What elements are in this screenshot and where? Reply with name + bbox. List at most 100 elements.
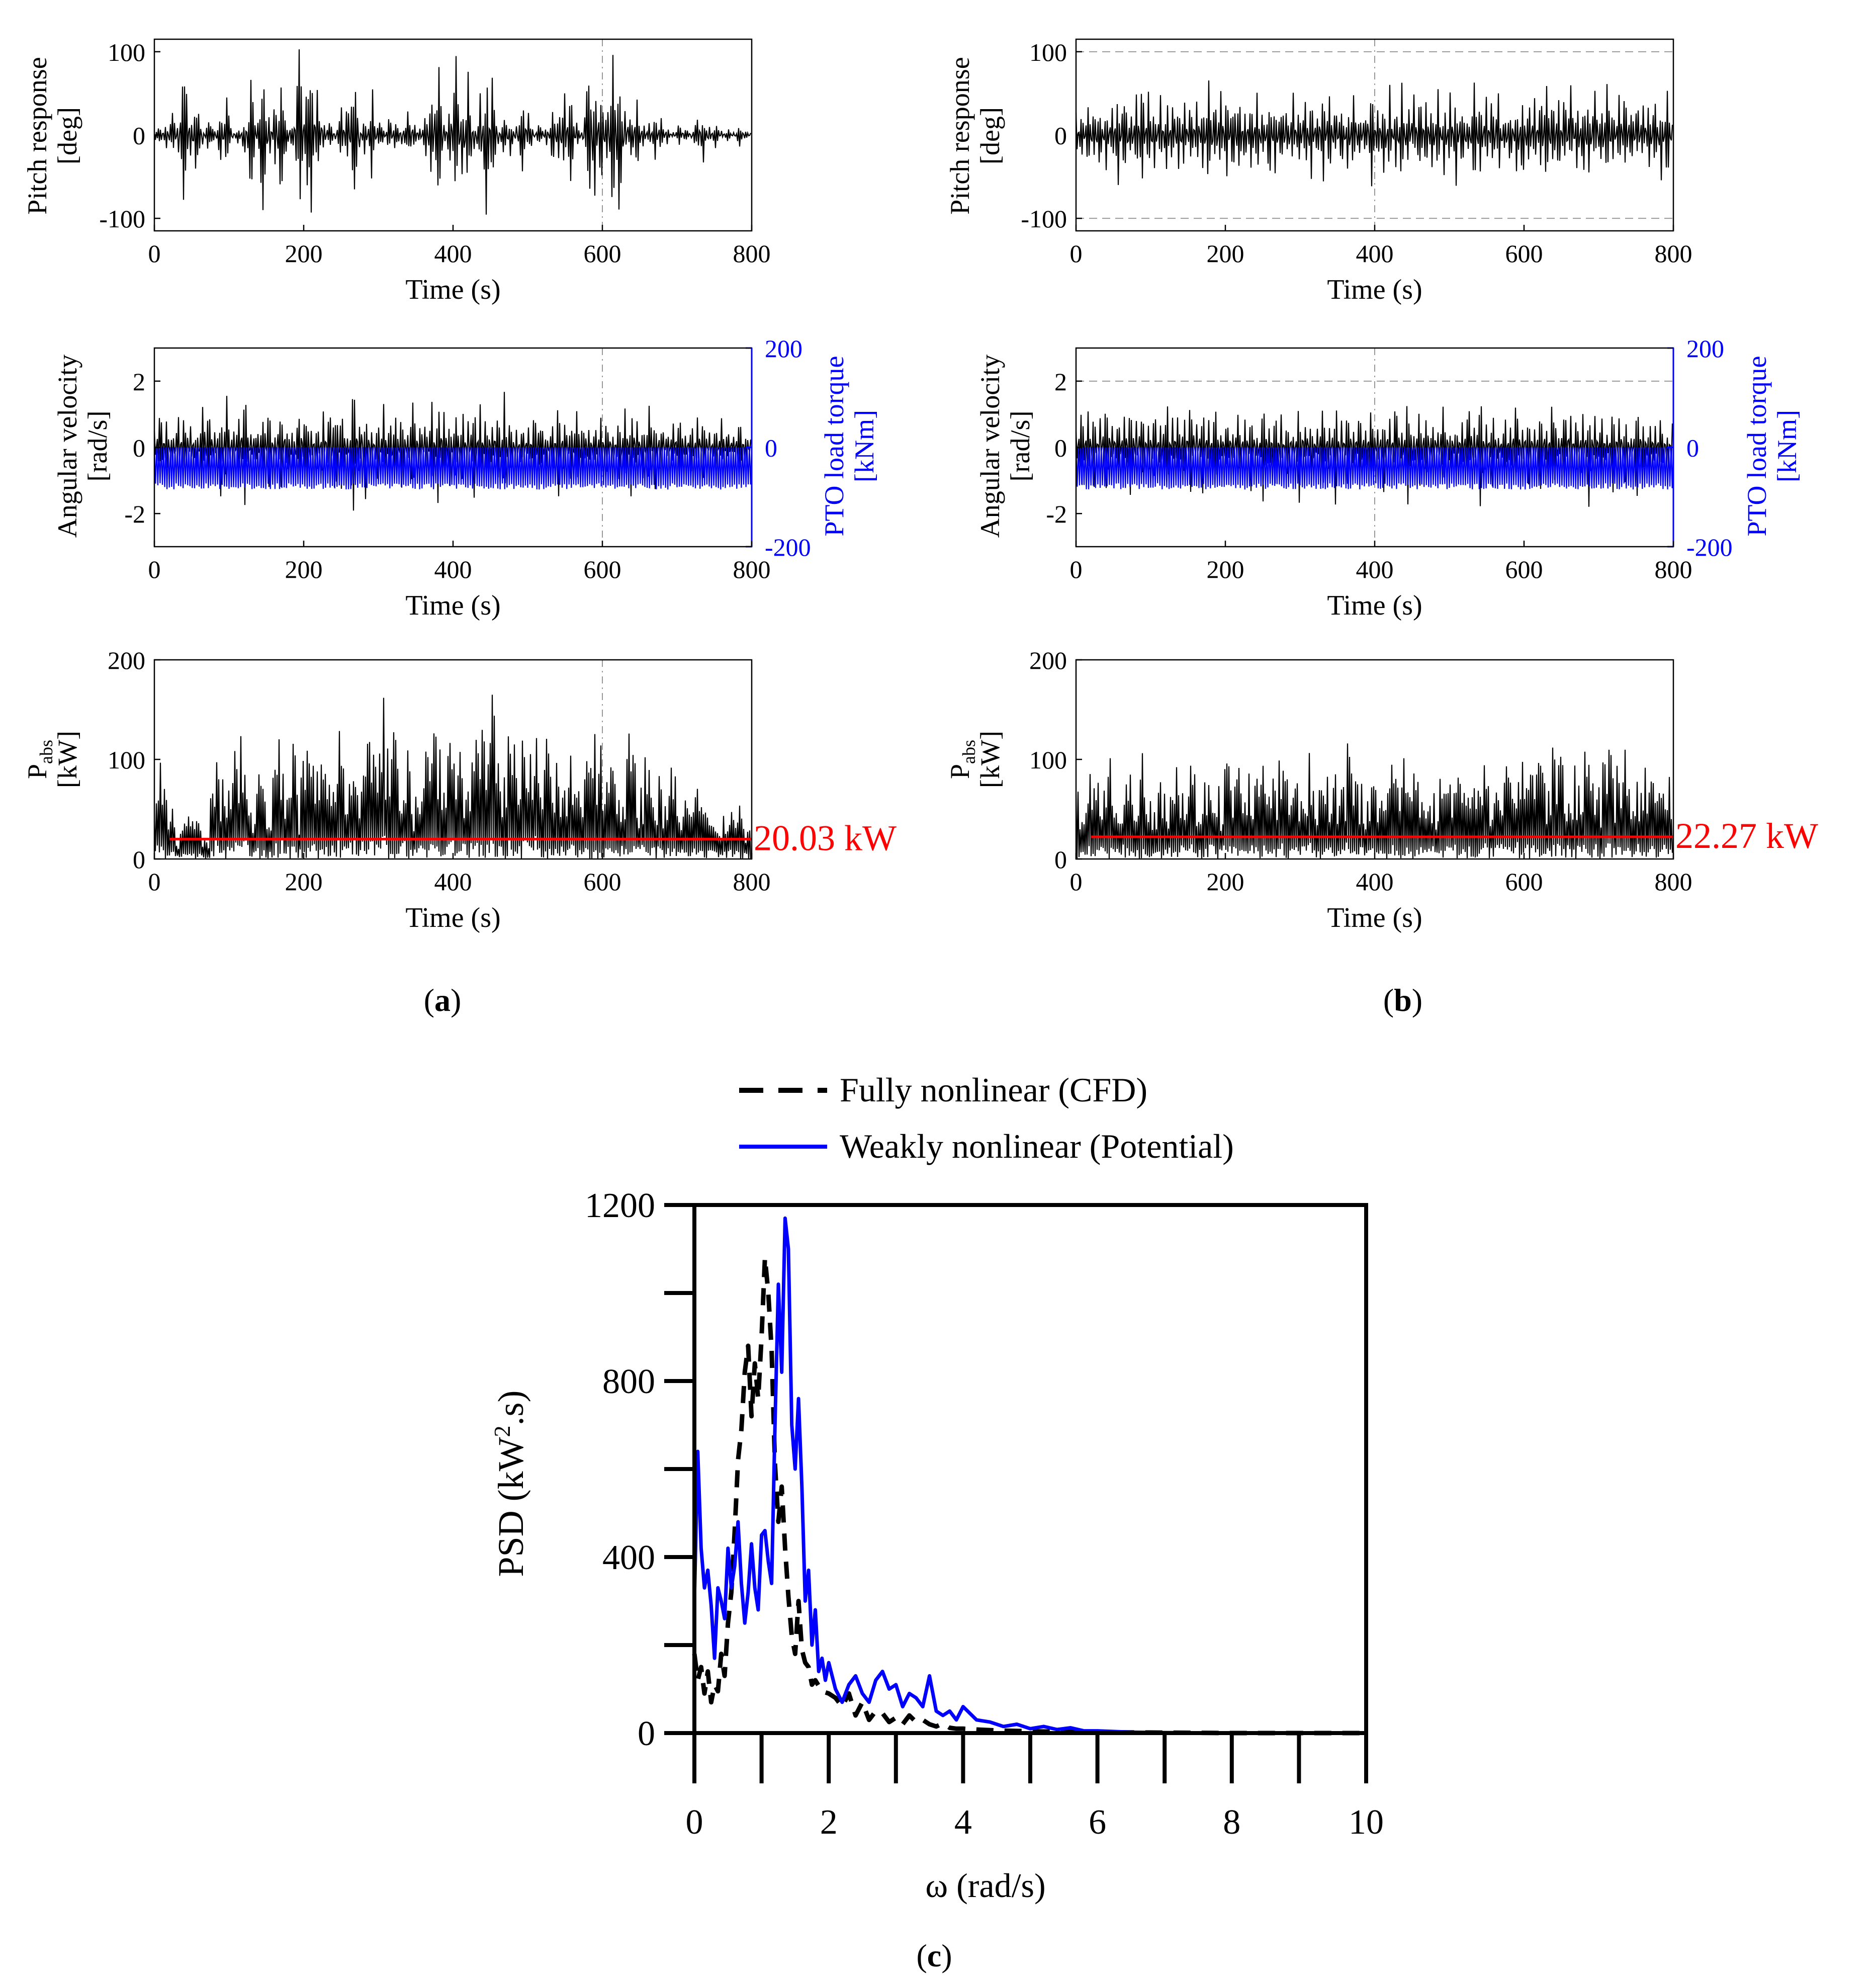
a2-ytick-label: -2 bbox=[124, 500, 145, 528]
b3-ytick-label: 100 bbox=[1029, 746, 1067, 774]
a3-ylabel-unit: [kW] bbox=[52, 731, 82, 788]
b3-average-label: 22.27 kW bbox=[1675, 816, 1818, 856]
c-ytick-label: 800 bbox=[602, 1362, 655, 1401]
a1-ytick-label: 0 bbox=[133, 122, 145, 150]
legend-label-potential: Weakly nonlinear (Potential) bbox=[840, 1127, 1234, 1165]
a2-torque-line bbox=[153, 447, 753, 490]
b1-xtick-label: 800 bbox=[1655, 239, 1692, 268]
a3-plot: 20.03 kW 0 200 400 600 800 Time (s) 0 100 200 bbox=[108, 646, 897, 933]
b3-ytick-label: 200 bbox=[1029, 646, 1067, 674]
panel-label-a: (a) bbox=[424, 982, 462, 1018]
a1-series-line bbox=[153, 49, 752, 215]
b2-xtick-label: 0 bbox=[1070, 555, 1083, 583]
b3-xtick-label: 0 bbox=[1070, 868, 1083, 896]
a1-ytick-label: 100 bbox=[108, 38, 145, 66]
a2-ylabel-right-line1: PTO load torque bbox=[819, 356, 849, 537]
a2-ylabel-line2: [rad/s] bbox=[82, 411, 113, 482]
b2-xtick-label: 400 bbox=[1356, 555, 1394, 583]
a3-ytick-label: 100 bbox=[108, 746, 145, 774]
a2-xtick-label: 0 bbox=[148, 555, 161, 583]
b3-ytick-label: 0 bbox=[1054, 845, 1067, 874]
a1-ylabel-line2: [deg] bbox=[52, 107, 82, 164]
a2-ylabel-line1: Angular velocity bbox=[52, 355, 82, 538]
a3-xtick-label: 200 bbox=[285, 868, 323, 896]
b2-ytick-label: 0 bbox=[1054, 434, 1067, 462]
b2-ylabel-line2: [rad/s] bbox=[1005, 411, 1035, 482]
a2-right-tick-label: 0 bbox=[765, 434, 777, 462]
b2-xtick-label: 600 bbox=[1505, 555, 1543, 583]
b3-xtick-label: 200 bbox=[1207, 868, 1244, 896]
c-xtick-label: 10 bbox=[1349, 1803, 1384, 1842]
b1-xlabel: Time (s) bbox=[1327, 274, 1422, 305]
b1-series-line bbox=[1075, 80, 1673, 187]
b3-xtick-label: 400 bbox=[1356, 868, 1394, 896]
a2-ytick-label: 2 bbox=[133, 368, 145, 396]
b2-right-tick-label: 200 bbox=[1686, 334, 1724, 363]
b2-ytick-label: 2 bbox=[1054, 368, 1067, 396]
b2-ylabel-right-line2: [kNm] bbox=[1772, 410, 1802, 482]
a2-xtick-label: 600 bbox=[584, 555, 621, 583]
c-plot: 0 2 4 6 8 10 0 400 800 1200 bbox=[585, 1186, 1384, 1842]
a2-right-tick-label: 200 bbox=[765, 334, 802, 363]
a3-average-label: 20.03 kW bbox=[754, 818, 897, 858]
c-xtick-label: 2 bbox=[820, 1803, 838, 1842]
a2-ylabel-right-line2: [kNm] bbox=[849, 410, 879, 482]
panel-label-b: (b) bbox=[1383, 982, 1422, 1018]
a3-ylabel: Pabs [kW] bbox=[22, 731, 82, 788]
b3-xtick-label: 800 bbox=[1655, 868, 1692, 896]
b1-xtick-label: 200 bbox=[1207, 239, 1244, 268]
b2-ylabel-line1: Angular velocity bbox=[975, 355, 1005, 538]
a3-xtick-label: 600 bbox=[584, 868, 621, 896]
b1-ylabel-line2: [deg] bbox=[975, 107, 1005, 164]
a2-ytick-label: 0 bbox=[133, 434, 145, 462]
a2-right-tick-label: -200 bbox=[765, 533, 811, 561]
c-xtick-label: 8 bbox=[1223, 1803, 1240, 1842]
a3-ytick-label: 0 bbox=[133, 845, 145, 874]
a3-xtick-label: 0 bbox=[148, 868, 161, 896]
b3-ylabel-unit: [kW] bbox=[975, 731, 1005, 788]
b1-ytick-label: 0 bbox=[1054, 122, 1067, 150]
a1-xtick-label: 400 bbox=[434, 239, 472, 268]
b3-xtick-label: 600 bbox=[1505, 868, 1543, 896]
b2-ytick-label: -2 bbox=[1046, 500, 1067, 528]
b2-xlabel: Time (s) bbox=[1327, 590, 1422, 621]
a1-ylabel-line1: Pitch response bbox=[22, 57, 52, 214]
a3-series-line bbox=[153, 695, 752, 859]
c-xtick-label: 6 bbox=[1089, 1803, 1106, 1842]
b3-xlabel: Time (s) bbox=[1327, 902, 1422, 933]
b2-xtick-label: 800 bbox=[1655, 555, 1692, 583]
a3-ylabel-symbol: Pabs bbox=[22, 740, 56, 779]
c-ytick-label: 400 bbox=[602, 1538, 655, 1577]
a3-ytick-label: 200 bbox=[108, 646, 145, 674]
psd-xlabel: ω (rad/s) bbox=[925, 1866, 1045, 1905]
legend: Fully nonlinear (CFD) Weakly nonlinear (… bbox=[739, 1071, 1234, 1165]
c-xtick-label: 4 bbox=[954, 1803, 972, 1842]
b1-ytick-label: -100 bbox=[1021, 205, 1067, 233]
a3-xtick-label: 400 bbox=[434, 868, 472, 896]
psd-ylabel: PSD (kW2.s) bbox=[489, 1390, 531, 1577]
b2-torque-line bbox=[1075, 447, 1674, 490]
a1-xlabel: Time (s) bbox=[405, 274, 500, 305]
c-xtick-label: 0 bbox=[686, 1803, 703, 1842]
b3-plot: 22.27 kW 0 200 400 600 800 Time (s) 0 100 200 bbox=[1029, 646, 1818, 933]
b2-right-tick-label: -200 bbox=[1686, 533, 1733, 561]
b1-xtick-label: 0 bbox=[1070, 239, 1083, 268]
a1-ytick-label: -100 bbox=[99, 205, 145, 233]
a1-xtick-label: 800 bbox=[733, 239, 771, 268]
b1-ylabel-line1: Pitch response bbox=[945, 57, 975, 214]
a1-xtick-label: 600 bbox=[584, 239, 621, 268]
b2-ylabel-right-line1: PTO load torque bbox=[1742, 356, 1772, 537]
a2-xtick-label: 400 bbox=[434, 555, 472, 583]
legend-label-cfd: Fully nonlinear (CFD) bbox=[840, 1071, 1147, 1109]
b1-xtick-label: 400 bbox=[1356, 239, 1394, 268]
a2-xtick-label: 800 bbox=[733, 555, 771, 583]
b3-ylabel: Pabs [kW] bbox=[945, 731, 1005, 788]
b3-ylabel-symbol: Pabs bbox=[945, 740, 979, 779]
psd-series-potential bbox=[692, 1216, 1366, 1735]
panel-label-c: (c) bbox=[916, 1938, 952, 1973]
